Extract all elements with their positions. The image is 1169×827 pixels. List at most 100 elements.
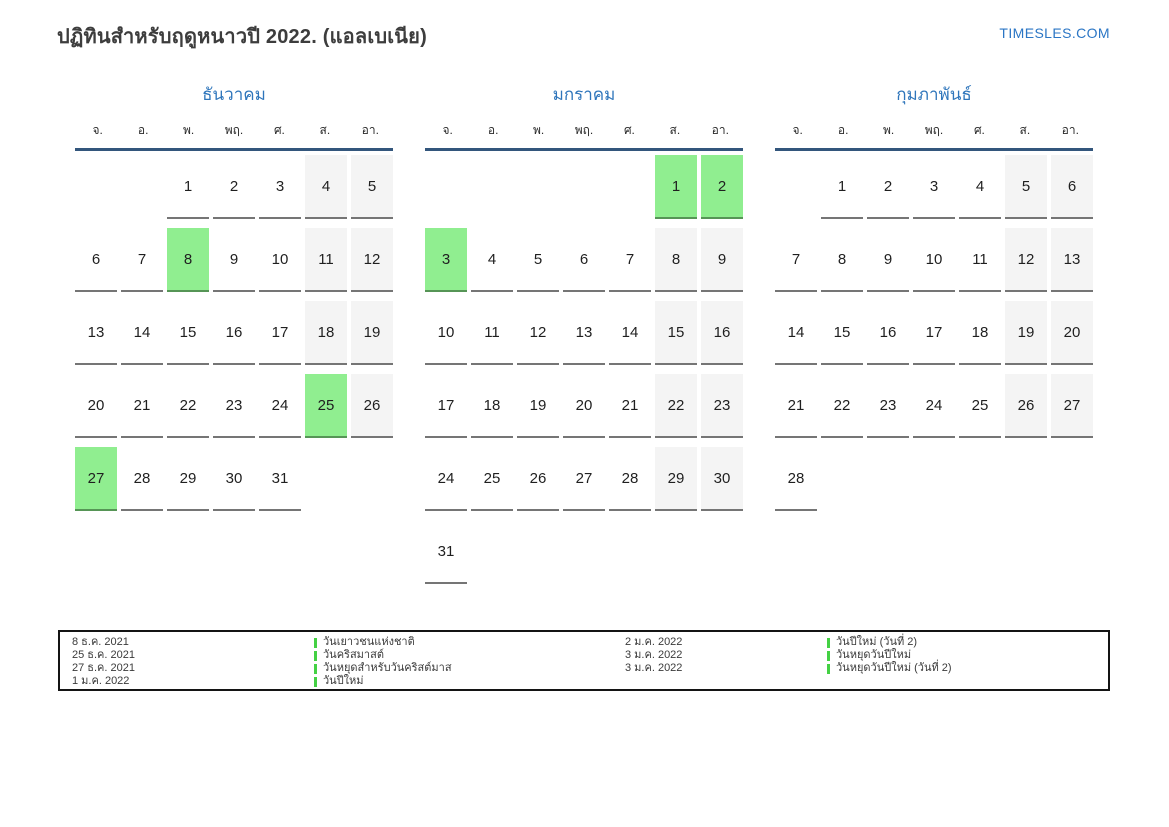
day-cell-21: 21 xyxy=(775,374,817,438)
day-cell-23: 23 xyxy=(213,374,255,438)
day-cell-27: 27 xyxy=(1051,374,1093,438)
day-cell-empty xyxy=(121,155,163,219)
day-cell-11: 11 xyxy=(305,228,347,292)
day-cell-19: 19 xyxy=(1005,301,1047,365)
legend-holiday-name: วันหยุดวันปีใหม่ (วันที่ 2) xyxy=(836,662,952,674)
legend-date: 8 ธ.ค. 2021 xyxy=(72,636,129,648)
weekday-label: ศ. xyxy=(973,123,985,137)
day-cell-1-holiday: 1 xyxy=(655,155,697,219)
day-cell-17: 17 xyxy=(913,301,955,365)
legend-holiday-name: วันหยุดวันปีใหม่ xyxy=(836,649,912,661)
days-grid: 1 2 3 4 5 6 7 8 9 10 11 12 13 14 15 16 17 18 19 20 21 22 23 24 2… xyxy=(75,151,393,511)
legend-holiday-name: วันปีใหม่ (วันที่ 2) xyxy=(836,636,918,648)
day-cell-empty xyxy=(655,520,697,584)
day-cell-20: 20 xyxy=(75,374,117,438)
day-cell-4: 4 xyxy=(471,228,513,292)
day-cell-22: 22 xyxy=(821,374,863,438)
day-cell-empty xyxy=(471,155,513,219)
legend-entry: วันปีใหม่ (วันที่ 2) xyxy=(827,636,1108,649)
weekday-header-row: จ. อ. พ. พฤ. ศ. ส. อา. xyxy=(425,115,743,151)
day-cell-9: 9 xyxy=(213,228,255,292)
day-cell-28: 28 xyxy=(609,447,651,511)
day-cell-15: 15 xyxy=(167,301,209,365)
day-cell-17: 17 xyxy=(259,301,301,365)
day-cell-5: 5 xyxy=(1005,155,1047,219)
day-cell-8: 8 xyxy=(655,228,697,292)
brand-link[interactable]: TIMESLES.COM xyxy=(999,25,1110,41)
day-cell-18: 18 xyxy=(471,374,513,438)
day-cell-empty xyxy=(867,447,909,511)
day-cell-empty xyxy=(517,155,559,219)
day-cell-empty xyxy=(1051,447,1093,511)
day-cell-3: 3 xyxy=(259,155,301,219)
day-cell-1: 1 xyxy=(167,155,209,219)
day-cell-6: 6 xyxy=(1051,155,1093,219)
legend-date: 27 ธ.ค. 2021 xyxy=(72,662,136,674)
days-grid: 1 2 3 4 5 6 7 8 9 10 11 12 13 14 15 16 17 18 19 20 21 22 23 24 2… xyxy=(775,151,1093,511)
month-february: กุมภาพันธ์ จ. อ. พ. พฤ. ศ. ส. อา. 1 2 3 4 5 6 7 8 9 10 1… xyxy=(775,85,1093,584)
legend-names-column: วันเยาวชนแห่งชาติ วันคริสมาสต์ วันหยุดสำหร… xyxy=(308,636,618,689)
day-cell-9: 9 xyxy=(867,228,909,292)
day-cell-22: 22 xyxy=(655,374,697,438)
weekday-label: พ. xyxy=(532,123,545,137)
day-cell-13: 13 xyxy=(563,301,605,365)
day-cell-empty xyxy=(775,155,817,219)
day-cell-15: 15 xyxy=(655,301,697,365)
weekday-label: พฤ. xyxy=(574,123,594,137)
weekday-label: จ. xyxy=(92,123,103,137)
day-cell-10: 10 xyxy=(913,228,955,292)
day-cell-13: 13 xyxy=(75,301,117,365)
legend-date: 25 ธ.ค. 2021 xyxy=(72,649,136,661)
day-cell-12: 12 xyxy=(1005,228,1047,292)
day-cell-24: 24 xyxy=(913,374,955,438)
weekday-label: อ. xyxy=(487,123,499,137)
day-cell-12: 12 xyxy=(517,301,559,365)
day-cell-29: 29 xyxy=(167,447,209,511)
weekday-label: อ. xyxy=(137,123,149,137)
day-cell-16: 16 xyxy=(213,301,255,365)
weekday-label: พ. xyxy=(182,123,195,137)
day-cell-15: 15 xyxy=(821,301,863,365)
day-cell-20: 20 xyxy=(563,374,605,438)
day-cell-27: 27 xyxy=(563,447,605,511)
weekday-label: จ. xyxy=(442,123,453,137)
weekday-label: พฤ. xyxy=(924,123,944,137)
weekday-header-row: จ. อ. พ. พฤ. ศ. ส. อา. xyxy=(775,115,1093,151)
holiday-legend: 8 ธ.ค. 2021 25 ธ.ค. 2021 27 ธ.ค. 2021 1 ม.ค… xyxy=(58,630,1110,691)
day-cell-11: 11 xyxy=(959,228,1001,292)
day-cell-16: 16 xyxy=(867,301,909,365)
day-cell-24: 24 xyxy=(425,447,467,511)
day-cell-empty xyxy=(425,155,467,219)
day-cell-23: 23 xyxy=(701,374,743,438)
weekday-label: ส. xyxy=(319,123,331,137)
day-cell-empty xyxy=(305,447,347,511)
day-cell-empty xyxy=(517,520,559,584)
day-cell-empty xyxy=(563,155,605,219)
legend-holiday-name: วันเยาวชนแห่งชาติ xyxy=(323,636,415,648)
day-cell-6: 6 xyxy=(75,228,117,292)
day-cell-7: 7 xyxy=(609,228,651,292)
day-cell-28: 28 xyxy=(775,447,817,511)
day-cell-27-holiday: 27 xyxy=(75,447,117,511)
day-cell-30: 30 xyxy=(701,447,743,511)
day-cell-18: 18 xyxy=(959,301,1001,365)
day-cell-7: 7 xyxy=(775,228,817,292)
day-cell-24: 24 xyxy=(259,374,301,438)
day-cell-8: 8 xyxy=(821,228,863,292)
weekday-label: พ. xyxy=(882,123,895,137)
day-cell-31: 31 xyxy=(259,447,301,511)
day-cell-3: 3 xyxy=(913,155,955,219)
weekday-label: ส. xyxy=(669,123,681,137)
day-cell-empty xyxy=(959,447,1001,511)
day-cell-26: 26 xyxy=(351,374,393,438)
holiday-marker-bar-icon xyxy=(314,637,317,648)
day-cell-28: 28 xyxy=(121,447,163,511)
day-cell-26: 26 xyxy=(1005,374,1047,438)
day-cell-17: 17 xyxy=(425,374,467,438)
day-cell-30: 30 xyxy=(213,447,255,511)
holiday-marker-bar-icon xyxy=(314,650,317,661)
month-title: ธันวาคม xyxy=(202,85,266,104)
legend-entry: วันหยุดวันปีใหม่ xyxy=(827,649,1108,662)
month-december: ธันวาคม จ. อ. พ. พฤ. ศ. ส. อา. 1 2 3 4 5 6 7 8 9 10 11 12… xyxy=(75,85,393,584)
legend-entry: วันปีใหม่ xyxy=(314,675,618,688)
